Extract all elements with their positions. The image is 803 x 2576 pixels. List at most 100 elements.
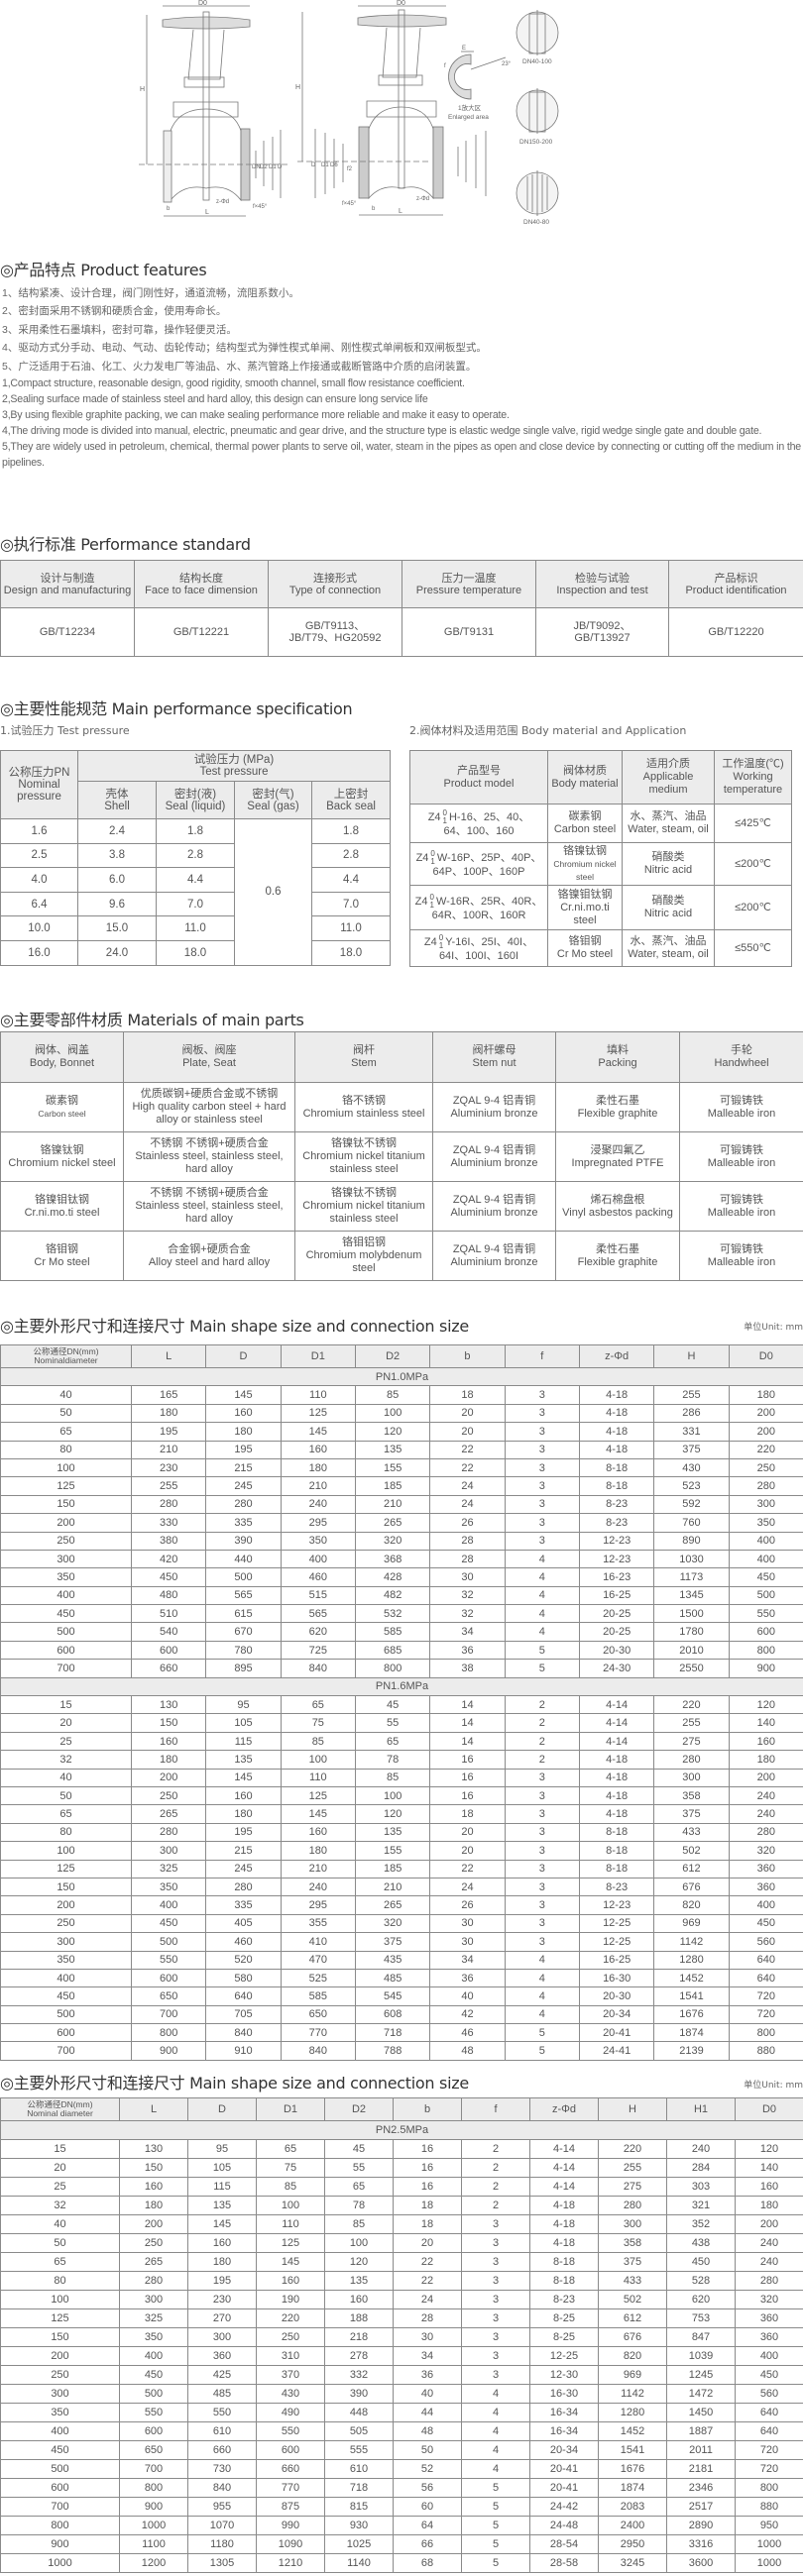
- dimension-cell: 220: [256, 2308, 325, 2328]
- dimension-cell: 265: [354, 1895, 431, 1915]
- dimension-cell: 200: [0, 2346, 120, 2366]
- dimension-cell: 3: [504, 1440, 580, 1459]
- dimension-cell: 65: [0, 1804, 132, 1824]
- dimension-cell: 505: [324, 2421, 394, 2441]
- dimension-row: 150 350 300 250 218 30 3 8-25 676 847 360: [0, 2327, 803, 2347]
- dimension-cell: 160: [280, 1822, 356, 1843]
- materials-cell-cn: 不锈钢 不锈钢+硬质合金: [150, 1187, 269, 1199]
- dimension-cell: 110: [256, 2214, 325, 2234]
- dimension-cell: 4-14: [578, 1731, 655, 1752]
- dimension-cell: 8-18: [578, 1457, 655, 1478]
- back-seal-cell: 11.0: [311, 915, 391, 941]
- dimension-cell: 2: [461, 2158, 530, 2178]
- dimension-cell: 840: [205, 2023, 282, 2043]
- dimension-cell: 48: [429, 2041, 506, 2061]
- product-model-line2: 64、100、160: [443, 824, 515, 837]
- dimension-cell: 565: [205, 1585, 282, 1606]
- dimension-cell: 4-18: [578, 1750, 655, 1770]
- dimension-cell: 560: [728, 1932, 803, 1952]
- dimension-row: 300 500 485 430 390 40 4 16-30 1142 1472 560: [0, 2384, 803, 2404]
- dimension-cell: 218: [324, 2327, 394, 2347]
- dimension-cell: 2: [461, 2196, 530, 2215]
- materials-header: 阀体、阀盖 Body, Bonnet: [0, 1031, 124, 1083]
- dimension-cell: 820: [653, 1895, 730, 1915]
- section-details: DN40-100 DN150-200 DN40-80: [516, 10, 559, 226]
- dimension-cell: 110: [280, 1768, 356, 1787]
- materials-cell-en: Flexible graphite: [577, 1255, 658, 1268]
- dimension-cell: 16: [429, 1768, 506, 1787]
- standard-header: 结构长度 Face to face dimension: [134, 560, 269, 608]
- model-prefix: Z4: [423, 935, 437, 948]
- materials-row: 铬镍钼钛钢 Cr.ni.mo.ti steel 不锈钢 不锈钢+硬质合金 Stainl…: [0, 1181, 803, 1232]
- dims1-header-row: 公称通径DN(mm) Nominaldiameter L D D1 D2 b f z-Φd H D0: [0, 1344, 803, 1368]
- dimension-row: 250 450 425 370 332 36 3 12-30 969 1245 450: [0, 2365, 803, 2385]
- dimension-cell: 718: [354, 2023, 431, 2043]
- dimension-cell: 450: [0, 1604, 132, 1624]
- dimension-cell: 2: [461, 2177, 530, 2197]
- dimension-cell: 360: [187, 2346, 257, 2366]
- dimension-cell: 265: [354, 1513, 431, 1533]
- dn-header-en: Nominaldiameter: [34, 1355, 98, 1365]
- dimension-cell: 16: [393, 2139, 462, 2159]
- dimension-row: 80 210 195 160 135 22 3 4-18 375 220: [0, 1440, 803, 1459]
- working-temperature-cell: ≤425℃: [714, 804, 792, 843]
- dims2-col-header: H: [598, 2097, 667, 2121]
- dimension-cell: 3: [504, 1513, 580, 1533]
- dimension-cell: 30: [429, 1932, 506, 1952]
- materials-header-row: 阀体、阀盖 Body, Bonnet 阀板、阀座 Plate, Seat 阀杆 Stem 阀…: [0, 1031, 803, 1083]
- dimension-cell: 350: [0, 1950, 132, 1970]
- dimension-cell: 550: [130, 1950, 207, 1970]
- dimension-cell: 368: [354, 1549, 431, 1569]
- dimension-cell: 85: [256, 2177, 325, 2197]
- dimension-cell: 195: [205, 1440, 282, 1459]
- dimension-cell: 1472: [666, 2384, 736, 2404]
- dimension-cell: 160: [119, 2177, 188, 2197]
- dimension-row: 50 250 160 125 100 16 3 4-18 358 240: [0, 1785, 803, 1806]
- dimension-cell: 160: [205, 1403, 282, 1424]
- dimension-cell: 40: [0, 2214, 120, 2234]
- label-angle: 23°: [502, 61, 512, 67]
- dimension-row: 300 420 440 400 368 28 4 12-23 1030 400: [0, 1549, 803, 1569]
- dimension-cell: 16-34: [529, 2421, 599, 2441]
- dimension-cell: 85: [324, 2214, 394, 2234]
- body-material-header: 产品型号 Product model: [409, 750, 548, 805]
- dimension-row: 350 550 550 490 448 44 4 16-34 1280 1450 640: [0, 2403, 803, 2422]
- dimension-row: 200 400 335 295 265 26 3 12-23 820 400: [0, 1895, 803, 1915]
- dimension-cell: 1173: [653, 1567, 730, 1587]
- dimension-cell: 280: [205, 1494, 282, 1515]
- dimension-row: 125 255 245 210 185 24 3 8-18 523 280: [0, 1476, 803, 1496]
- standard-value: GB/T12220: [668, 607, 803, 657]
- dimension-cell: 730: [187, 2459, 257, 2479]
- materials-cell-cn: ZQAL 9-4 铝青铜: [452, 1094, 536, 1107]
- dimension-cell: 650: [280, 2004, 356, 2025]
- dimension-cell: 130: [119, 2139, 188, 2159]
- dimension-cell: 2400: [598, 2516, 667, 2535]
- test-pressure-col-cn: 上密封: [333, 788, 369, 801]
- feature-en-3: 3,By using flexible graphite packing, we…: [2, 408, 510, 421]
- dimension-cell: 515: [280, 1585, 356, 1606]
- standard-value: GB/T9113、JB/T79、HG20592: [268, 607, 402, 657]
- materials-cell-cn: 可锻铸铁: [720, 1193, 763, 1206]
- dimension-cell: 50: [0, 2233, 120, 2253]
- dimension-cell: 56: [393, 2478, 462, 2498]
- materials-cell-en: Carbon steel: [38, 1108, 86, 1119]
- dimension-cell: 4-18: [578, 1440, 655, 1459]
- dimension-cell: 160: [735, 2177, 803, 2197]
- dimension-cell: 68: [393, 2553, 462, 2573]
- dimension-cell: 240: [735, 2252, 803, 2272]
- dimension-cell: 600: [130, 1968, 207, 1988]
- dimension-cell: 160: [256, 2271, 325, 2291]
- dimension-cell: 180: [119, 2196, 188, 2215]
- label-dn: DN: [252, 164, 261, 170]
- dimension-cell: 450: [130, 1913, 207, 1934]
- dimension-cell: 36: [429, 1640, 506, 1661]
- dimension-cell: 28: [429, 1549, 506, 1569]
- dimension-cell: 50: [0, 1403, 132, 1424]
- dimension-cell: 145: [205, 1768, 282, 1787]
- dimension-cell: 16-23: [578, 1567, 655, 1587]
- dimension-cell: 140: [728, 1713, 803, 1733]
- dimension-cell: 46: [429, 2023, 506, 2043]
- standard-header-cn: 检验与试验: [575, 572, 630, 585]
- materials-cell-cn: 优质碳钢+硬质合金或不锈钢: [140, 1088, 279, 1100]
